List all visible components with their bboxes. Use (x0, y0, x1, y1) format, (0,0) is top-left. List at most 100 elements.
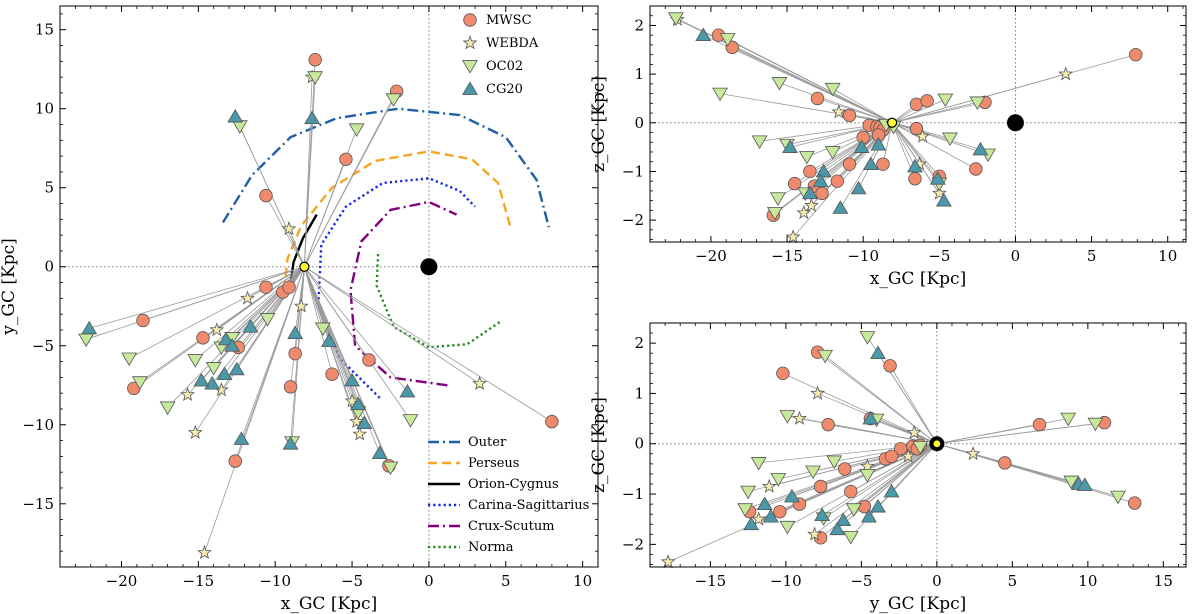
left-point-mwsc (362, 353, 376, 367)
top-right-point-mwsc (803, 164, 817, 179)
top-right-point-webda (915, 128, 930, 143)
bottom-right-ylabel: z_GC [Kpc] (589, 397, 609, 493)
left-series-oc02 (78, 71, 419, 476)
left-connector (241, 266, 305, 440)
bottom-right-point-oc02 (859, 469, 876, 483)
top-right-point-mwsc (842, 157, 857, 171)
top-right-point-mwsc (787, 176, 802, 191)
bottom-right-point-oc02 (1110, 490, 1127, 505)
left-point-oc02 (348, 123, 365, 137)
left-point-cg20 (304, 110, 321, 125)
legend-marker-mwsc (463, 13, 477, 27)
top-right-point-cg20 (832, 200, 849, 214)
top-right-point-oc02 (766, 206, 783, 221)
top-right-connector (882, 122, 893, 165)
bottom-right-xtick-label: 10 (1078, 572, 1097, 590)
top-right-point-cg20 (907, 158, 923, 173)
top-right-point-oc02 (798, 151, 815, 165)
bottom-right-point-webda (751, 511, 767, 526)
left-point-mwsc (282, 280, 296, 294)
top-right-plot-layer (650, 6, 1186, 244)
top-right-point-oc02 (719, 33, 736, 47)
legend-label-orion-cygnus: Orion-Cygnus (468, 477, 559, 492)
left-point-webda (180, 386, 195, 402)
bottom-right-point-webda (810, 385, 825, 400)
legend-label-crux-scutum: Crux-Scutum (468, 519, 555, 534)
left-point-webda (344, 393, 360, 408)
top-right-series-webda (670, 11, 1074, 244)
bottom-right-series-cg20 (743, 345, 1093, 536)
left-xtick-label: −10 (259, 572, 291, 590)
left-ytick-label: 5 (44, 179, 54, 197)
bottom-right-point-cg20 (829, 521, 846, 536)
left-xtick-label: 10 (573, 572, 592, 590)
bottom-right-ytick-label: 2 (634, 334, 644, 352)
left-point-webda (472, 375, 487, 390)
top-right-connector (719, 93, 893, 124)
left-point-oc02 (402, 414, 419, 428)
left-point-oc02 (385, 93, 402, 107)
bottom-right-connector (821, 443, 938, 516)
top-right-point-cg20 (812, 173, 829, 188)
bottom-right-point-cg20 (862, 410, 879, 425)
left-point-cg20 (193, 372, 210, 387)
legend-marker-cg20 (462, 81, 478, 95)
bottom-right-point-cg20 (783, 488, 800, 503)
left-point-cg20 (233, 431, 250, 445)
top-right-point-mwsc (830, 174, 844, 188)
bottom-right-point-oc02 (817, 349, 834, 364)
top-right-plot-frame (649, 5, 1187, 243)
bottom-right-point-mwsc (838, 462, 852, 476)
top-right-xtick-label: 0 (1011, 247, 1021, 265)
left-axes: −20 −15 −10 −5 0 5 10 −15 −10 −5 0 5 10 15 x_GC [Kpc] y… (0, 6, 599, 614)
top-right-point-cg20 (782, 139, 799, 153)
top-right-point-mwsc (920, 94, 934, 108)
legend-marker-oc02 (462, 60, 478, 74)
legend-marker-webda (462, 35, 478, 50)
bottom-right-ytick-label: −1 (622, 485, 644, 503)
left-point-cg20 (227, 108, 244, 123)
bottom-right-point-mwsc (998, 456, 1012, 470)
left-point-cg20 (344, 372, 361, 387)
bottom-right-connector (936, 423, 1096, 445)
bottom-right-connector (889, 365, 938, 444)
bottom-right-point-webda (660, 554, 676, 569)
left-xtick-label: 5 (501, 572, 511, 590)
top-right-point-cg20 (853, 139, 870, 153)
left-connector (304, 266, 408, 392)
bottom-right-point-oc02 (737, 503, 754, 517)
markers-legend: MWSC WEBDA OC02 CG20 (462, 13, 539, 97)
left-connector (204, 266, 305, 553)
left-point-webda (187, 424, 203, 439)
bottom-right-point-mwsc (893, 442, 908, 456)
top-right-point-cg20 (972, 141, 989, 156)
top-right-ytick-label: 2 (634, 16, 644, 34)
bottom-right-point-oc02 (1060, 412, 1077, 427)
left-point-cg20 (399, 383, 416, 398)
left-connector (304, 266, 333, 375)
top-right-point-oc02 (969, 96, 986, 111)
left-xlabel: x_GC [Kpc] (281, 594, 377, 614)
bottom-right-point-mwsc (883, 359, 897, 373)
left-point-cg20 (81, 320, 98, 335)
top-right-xtick-label: 5 (1087, 247, 1097, 265)
top-right-connector (891, 122, 989, 155)
bottom-right-point-mwsc (821, 417, 835, 432)
top-right-connector (891, 99, 946, 124)
left-point-cg20 (321, 333, 337, 347)
top-right-connector (779, 82, 893, 124)
top-right-connector (891, 122, 977, 170)
left-point-mwsc (545, 414, 559, 429)
bottom-right-point-oc02 (779, 520, 796, 535)
bottom-right-point-oc02 (859, 331, 876, 345)
top-right-ytick-label: 0 (634, 114, 644, 132)
bottom-right-xtick-label: −5 (850, 572, 872, 590)
bottom-right-point-cg20 (762, 509, 779, 523)
bottom-right-point-oc02 (912, 440, 929, 455)
top-right-xtick-label: 10 (1158, 247, 1177, 265)
bottom-right-connector (936, 418, 1069, 445)
bottom-right-point-cg20 (1076, 477, 1093, 491)
bottom-right-point-oc02 (842, 530, 859, 545)
